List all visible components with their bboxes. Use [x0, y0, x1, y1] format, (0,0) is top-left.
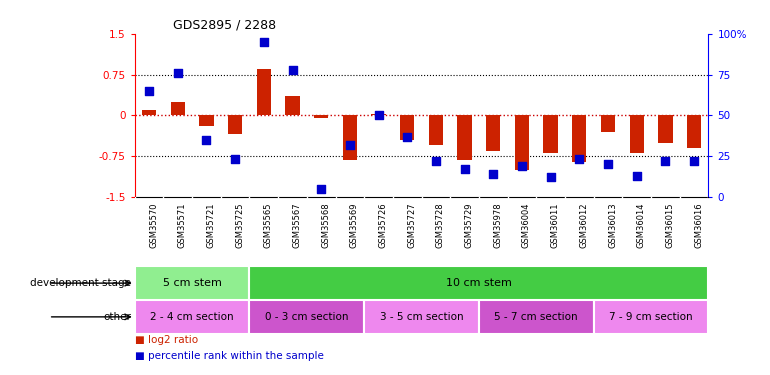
Bar — [135, 266, 249, 300]
Bar — [572, 116, 587, 162]
Point — [544, 174, 557, 180]
Text: GSM36012: GSM36012 — [579, 202, 588, 248]
Bar — [228, 116, 243, 134]
Text: 3 - 5 cm section: 3 - 5 cm section — [380, 312, 464, 322]
Bar — [199, 116, 213, 126]
Point — [200, 137, 213, 143]
Bar — [286, 96, 300, 116]
Text: GSM36016: GSM36016 — [694, 202, 703, 248]
Point — [631, 172, 643, 178]
Point — [487, 171, 500, 177]
Text: 0 - 3 cm section: 0 - 3 cm section — [265, 312, 349, 322]
Text: development stage: development stage — [30, 278, 131, 288]
Point — [430, 158, 442, 164]
Bar — [135, 300, 249, 334]
Text: GSM35570: GSM35570 — [149, 202, 158, 248]
Text: GDS2895 / 2288: GDS2895 / 2288 — [173, 19, 276, 32]
Point — [373, 112, 385, 118]
Point — [172, 70, 184, 76]
Bar — [544, 116, 557, 153]
Bar — [457, 116, 472, 160]
Point — [343, 142, 356, 148]
Bar — [364, 300, 479, 334]
Bar — [515, 116, 529, 170]
Text: 7 - 9 cm section: 7 - 9 cm section — [609, 312, 693, 322]
Bar — [249, 266, 708, 300]
Text: GSM35565: GSM35565 — [264, 202, 273, 248]
Point — [258, 39, 270, 45]
Text: ■ percentile rank within the sample: ■ percentile rank within the sample — [135, 351, 323, 361]
Text: 2 - 4 cm section: 2 - 4 cm section — [150, 312, 234, 322]
Text: GSM36013: GSM36013 — [608, 202, 617, 248]
Text: GSM35728: GSM35728 — [436, 202, 445, 248]
Point — [458, 166, 470, 172]
Bar — [601, 116, 615, 132]
Bar — [343, 116, 357, 160]
Bar — [142, 110, 156, 116]
Text: GSM35725: GSM35725 — [235, 202, 244, 248]
Point — [143, 88, 156, 94]
Text: GSM36011: GSM36011 — [551, 202, 560, 248]
Bar — [256, 69, 271, 116]
Text: 5 cm stem: 5 cm stem — [162, 278, 222, 288]
Text: GSM35567: GSM35567 — [293, 202, 302, 248]
Point — [229, 156, 241, 162]
Bar — [314, 116, 328, 118]
Text: GSM35721: GSM35721 — [206, 202, 216, 248]
Point — [401, 134, 413, 140]
Point — [602, 161, 614, 167]
Text: GSM35569: GSM35569 — [350, 202, 359, 248]
Text: GSM36004: GSM36004 — [522, 202, 531, 248]
Bar — [371, 114, 386, 116]
Bar — [249, 300, 364, 334]
Text: GSM35978: GSM35978 — [494, 202, 502, 248]
Point — [659, 158, 671, 164]
Point — [688, 158, 700, 164]
Bar — [400, 116, 414, 140]
Point — [315, 186, 327, 192]
Text: GSM35729: GSM35729 — [464, 202, 474, 248]
Text: GSM35726: GSM35726 — [379, 202, 387, 248]
Text: 5 - 7 cm section: 5 - 7 cm section — [494, 312, 578, 322]
Text: GSM36015: GSM36015 — [665, 202, 675, 248]
Text: ■ log2 ratio: ■ log2 ratio — [135, 335, 198, 345]
Text: GSM35727: GSM35727 — [407, 202, 417, 248]
Text: 10 cm stem: 10 cm stem — [446, 278, 512, 288]
Bar — [429, 116, 443, 145]
Point — [286, 67, 299, 73]
Bar — [687, 116, 701, 148]
Point — [516, 163, 528, 169]
Bar — [594, 300, 708, 334]
Bar — [486, 116, 500, 151]
Bar — [630, 116, 644, 153]
Text: other: other — [103, 312, 131, 322]
Bar — [171, 102, 185, 115]
Text: GSM36014: GSM36014 — [637, 202, 646, 248]
Text: GSM35571: GSM35571 — [178, 202, 187, 248]
Bar — [479, 300, 594, 334]
Bar — [658, 116, 672, 142]
Point — [573, 156, 585, 162]
Text: GSM35568: GSM35568 — [321, 202, 330, 248]
